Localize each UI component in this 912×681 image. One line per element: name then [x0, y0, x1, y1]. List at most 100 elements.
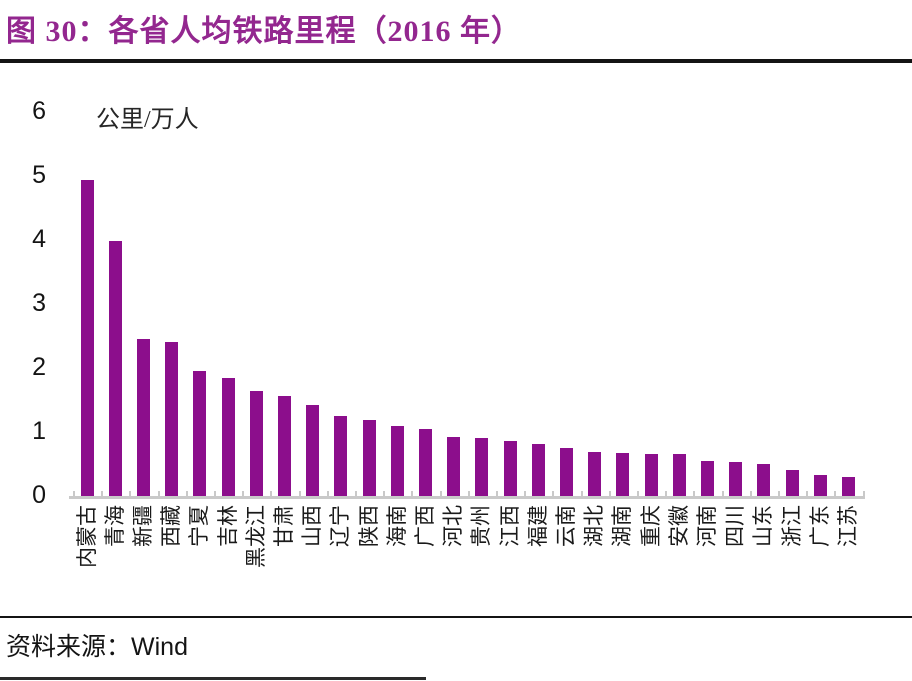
x-axis-tick [693, 491, 696, 496]
bar-福建 [531, 444, 545, 496]
x-axis-tick [636, 491, 639, 496]
x-axis-tick [834, 491, 837, 496]
x-axis-tick [439, 491, 442, 496]
bar-宁夏 [193, 371, 207, 496]
bar-广东 [813, 475, 827, 496]
y-axis-unit-label: 公里/万人 [96, 107, 199, 133]
bar-内蒙古 [80, 180, 94, 496]
x-label-广东: 广东 [807, 505, 832, 547]
x-label-辽宁: 辽宁 [328, 505, 353, 547]
x-label-云南: 云南 [553, 505, 578, 547]
x-label-青海: 青海 [102, 505, 127, 547]
x-label-贵州: 贵州 [469, 505, 494, 547]
bar-陕西 [362, 420, 376, 496]
x-label-重庆: 重庆 [638, 505, 663, 547]
y-tick-label-2: 2 [32, 353, 46, 381]
x-label-福建: 福建 [525, 505, 550, 547]
x-label-宁夏: 宁夏 [187, 505, 212, 547]
x-axis-tick [242, 491, 245, 496]
x-axis-tick [749, 491, 752, 496]
source-line: 资料来源：Wind [6, 627, 188, 663]
x-label-山东: 山东 [751, 505, 776, 547]
y-tick-label-6: 6 [32, 97, 46, 125]
x-axis-tick [411, 491, 414, 496]
x-axis-tick [270, 491, 273, 496]
bar-四川 [729, 462, 743, 496]
bar-新疆 [136, 339, 150, 496]
x-label-安徽: 安徽 [666, 505, 691, 547]
x-label-广西: 广西 [412, 505, 437, 547]
x-label-黑龙江: 黑龙江 [243, 505, 268, 568]
bar-河北 [447, 437, 461, 496]
x-label-新疆: 新疆 [130, 505, 155, 547]
figure-title: 图 30：各省人均铁路里程（2016 年） [6, 15, 522, 48]
y-tick-label-0: 0 [32, 481, 46, 509]
bar-河南 [700, 461, 714, 496]
y-tick-label-1: 1 [32, 417, 46, 445]
x-axis-tick [862, 491, 865, 496]
x-label-海南: 海南 [384, 505, 409, 547]
bar-安徽 [672, 454, 686, 496]
bar-黑龙江 [249, 391, 263, 496]
bar-重庆 [644, 454, 658, 496]
x-axis-tick [185, 491, 188, 496]
bar-江苏 [841, 477, 855, 496]
x-label-陕西: 陕西 [356, 505, 381, 547]
x-axis-tick [72, 491, 75, 496]
x-label-西藏: 西藏 [159, 505, 184, 547]
x-label-浙江: 浙江 [779, 505, 804, 547]
x-axis-tick [101, 491, 104, 496]
x-label-江西: 江西 [497, 505, 522, 547]
x-axis-tick [608, 491, 611, 496]
bar-湖南 [616, 453, 630, 496]
x-axis-tick [354, 491, 357, 496]
source-value: Wind [131, 633, 188, 661]
bar-江西 [503, 441, 517, 496]
x-axis-tick [157, 491, 160, 496]
bar-甘肃 [277, 396, 291, 496]
x-label-四川: 四川 [723, 505, 748, 547]
bar-广西 [418, 429, 432, 496]
x-label-山西: 山西 [300, 505, 325, 547]
x-axis-tick [495, 491, 498, 496]
bar-云南 [559, 448, 573, 496]
bar-贵州 [475, 438, 489, 496]
bar-西藏 [165, 342, 179, 496]
bar-浙江 [785, 470, 799, 496]
bar-山西 [306, 405, 320, 496]
x-label-江苏: 江苏 [835, 505, 860, 547]
x-axis-tick [326, 491, 329, 496]
bar-湖北 [588, 452, 602, 496]
x-label-河南: 河南 [694, 505, 719, 547]
y-tick-label-5: 5 [32, 161, 46, 189]
x-axis-tick [129, 491, 132, 496]
x-axis-tick [665, 491, 668, 496]
x-label-湖北: 湖北 [582, 505, 607, 547]
x-label-甘肃: 甘肃 [271, 505, 296, 547]
x-axis-tick [383, 491, 386, 496]
bar-青海 [108, 241, 122, 496]
x-axis-tick [806, 491, 809, 496]
title-divider-line [0, 59, 912, 63]
bar-辽宁 [334, 416, 348, 496]
x-label-湖南: 湖南 [610, 505, 635, 547]
y-tick-label-4: 4 [32, 225, 46, 253]
x-label-内蒙古: 内蒙古 [74, 505, 99, 568]
source-label: 资料来源： [6, 634, 132, 661]
x-axis-tick [721, 491, 724, 496]
x-axis-tick [213, 491, 216, 496]
x-axis-tick [524, 491, 527, 496]
bar-海南 [390, 426, 404, 496]
x-axis-tick [552, 491, 555, 496]
x-axis-tick [467, 491, 470, 496]
x-label-吉林: 吉林 [215, 505, 240, 547]
x-axis-tick [777, 491, 780, 496]
bar-山东 [757, 464, 771, 496]
x-axis-tick [298, 491, 301, 496]
x-label-河北: 河北 [441, 505, 466, 547]
x-axis-tick [580, 491, 583, 496]
bottom-border-line [0, 677, 426, 680]
y-tick-label-3: 3 [32, 289, 46, 317]
